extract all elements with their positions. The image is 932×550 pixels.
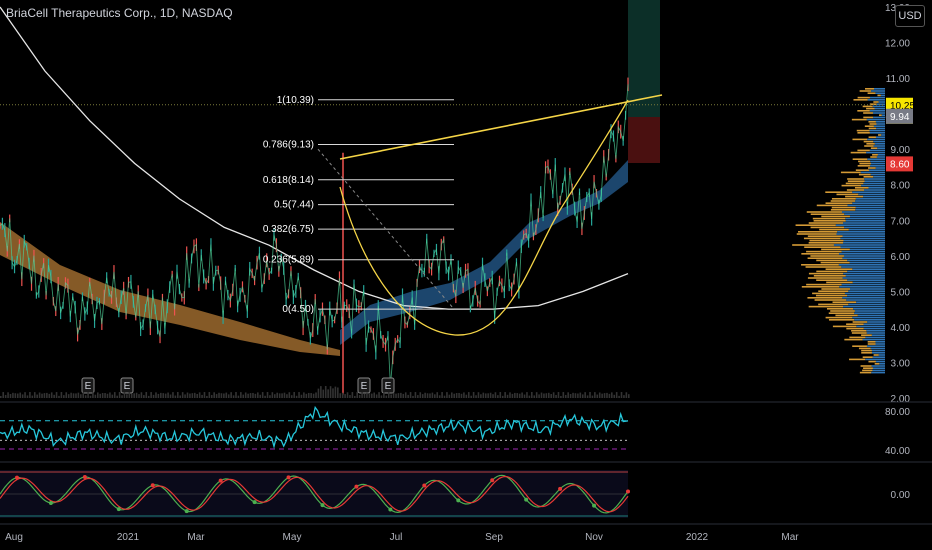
oscillator-cross-dot [286, 475, 291, 480]
earnings-marker [120, 377, 134, 394]
oscillator-cross-dot [116, 507, 121, 512]
oscillator-cross-dot [252, 500, 257, 505]
time-axis-label: 2021 [117, 532, 140, 543]
time-axis-label: 2022 [686, 532, 709, 543]
price-badge [886, 156, 913, 172]
stop-loss-zone [628, 117, 660, 163]
price-axis-label: 8.00 [891, 181, 911, 192]
volume-bars [0, 386, 630, 398]
price-axis-label: 2.00 [891, 394, 911, 405]
oscillator-cross-dot [626, 489, 630, 494]
fib-level-label: 0.5(7.44) [274, 200, 314, 211]
price-badge-label: 10.25 [890, 101, 915, 112]
rsi-axis-label: 80.00 [885, 407, 910, 418]
time-axis-label: Mar [187, 532, 205, 543]
fib-level-label: 1(10.39) [277, 95, 314, 106]
price-axis-label: 3.00 [891, 358, 911, 369]
oscillator-cross-dot [456, 498, 461, 503]
time-axis-label: Jul [390, 532, 403, 543]
oscillator-cross-dot [320, 503, 325, 508]
oscillator-cross-dot [218, 478, 223, 483]
oscillator-cross-dot [48, 500, 53, 505]
fib-level-label: 0.786(9.13) [263, 140, 314, 151]
price-axis-label: 4.00 [891, 323, 911, 334]
rsi-axis-label: 40.00 [885, 446, 910, 457]
oscillator-cross-dot [388, 507, 393, 512]
resistance-trendline [339, 94, 663, 160]
fib-trend-dashed [317, 148, 455, 310]
oscillator-cross-dot [490, 478, 495, 483]
oscillator-slow-line [0, 476, 629, 513]
time-axis-label: Aug [5, 532, 23, 543]
oscillator-cross-dot [558, 486, 563, 491]
price-axis-label: 9.00 [891, 145, 911, 156]
oscillator-cross-dot [82, 474, 87, 479]
price-axis-label: 11.00 [886, 74, 911, 85]
price-axis-label: 6.00 [891, 252, 911, 263]
time-axis-label: Nov [585, 532, 603, 543]
time-axis-label: Mar [781, 532, 799, 543]
oscillator-cross-dot [354, 484, 359, 489]
fib-level-label: 0.382(6.75) [263, 224, 314, 235]
fib-level-label: 0.618(8.14) [263, 175, 314, 186]
chart-title: BriaCell Therapeutics Corp., 1D, NASDAQ [6, 6, 233, 20]
price-badge [886, 108, 913, 124]
oscillator-cross-dot [422, 483, 427, 488]
oscillator-axis-label: 0.00 [891, 490, 911, 501]
fib-level-label: 0.236(5.89) [263, 255, 314, 266]
cup-pattern-curve [339, 99, 629, 336]
time-axis-label: May [283, 532, 302, 543]
ribbon-brown [0, 222, 340, 356]
earnings-marker-label: E [85, 381, 92, 392]
oscillator-cross-dot [14, 475, 19, 480]
price-badge-label: 8.60 [890, 159, 910, 170]
fib-level-label: 0(4.50) [282, 304, 314, 315]
oscillator-cross-dot [150, 483, 155, 488]
volume-profile [792, 88, 885, 374]
oscillator-cross-dot [524, 497, 529, 502]
earnings-marker [357, 377, 371, 394]
oscillator-cross-dot [184, 509, 189, 514]
ma200-line [0, 6, 629, 310]
earnings-marker-label: E [385, 381, 392, 392]
earnings-marker-label: E [361, 381, 368, 392]
oscillator-fast-line [0, 474, 629, 514]
price-axis-label: 5.00 [891, 287, 911, 298]
earnings-marker-label: E [124, 381, 131, 392]
rsi-line [0, 405, 629, 449]
price-axis-label: 7.00 [891, 216, 911, 227]
currency-button[interactable]: USD [895, 5, 925, 27]
take-profit-zone [628, 0, 660, 117]
price-axis-label: 12.00 [885, 39, 910, 50]
time-axis-label: Sep [485, 532, 503, 543]
price-line [0, 84, 629, 386]
oscillator-cross-dot [592, 503, 597, 508]
price-badge-label: 9.94 [890, 112, 910, 123]
